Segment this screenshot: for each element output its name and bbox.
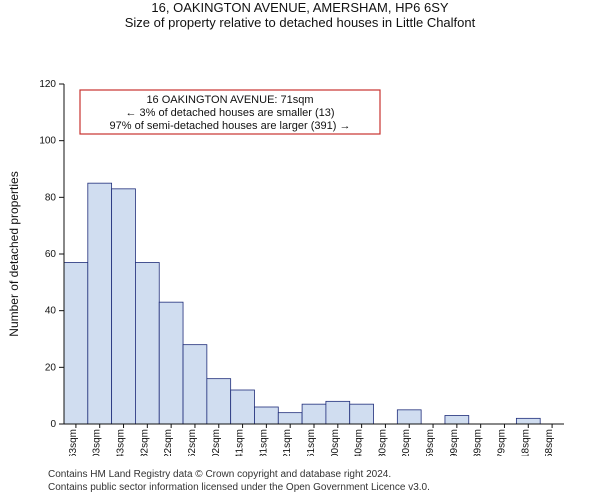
chart-subtitle: Size of property relative to detached ho… (0, 15, 600, 30)
svg-text:461sqm: 461sqm (306, 429, 317, 456)
svg-text:Number of detached properties: Number of detached properties (7, 171, 21, 336)
svg-text:779sqm: 779sqm (496, 429, 507, 456)
chart-svg: 0 20 40 60 80 100 120 63sqm 103sqm 143sqm 182sqm 22… (0, 36, 600, 456)
svg-text:20: 20 (45, 362, 57, 373)
footnote-line-1: Contains HM Land Registry data © Crown c… (48, 468, 430, 481)
svg-text:341sqm: 341sqm (235, 429, 246, 456)
svg-text:60: 60 (45, 249, 57, 260)
svg-text:580sqm: 580sqm (377, 429, 388, 456)
svg-text:540sqm: 540sqm (354, 429, 365, 456)
svg-text:222sqm: 222sqm (163, 429, 174, 456)
svg-text:858sqm: 858sqm (544, 429, 555, 456)
svg-text:739sqm: 739sqm (473, 429, 484, 456)
svg-text:659sqm: 659sqm (425, 429, 436, 456)
svg-text:100: 100 (39, 136, 56, 147)
svg-text:620sqm: 620sqm (401, 429, 412, 456)
svg-text:80: 80 (45, 192, 57, 203)
svg-text:381sqm: 381sqm (258, 429, 269, 456)
svg-text:421sqm: 421sqm (282, 429, 293, 456)
footnote-line-2: Contains public sector information licen… (48, 481, 430, 494)
svg-text:699sqm: 699sqm (449, 429, 460, 456)
footnote: Contains HM Land Registry data © Crown c… (48, 468, 430, 494)
svg-text:63sqm: 63sqm (68, 429, 79, 456)
svg-text:143sqm: 143sqm (116, 429, 127, 456)
svg-text:182sqm: 182sqm (139, 429, 150, 456)
histogram-figure: 16, OAKINGTON AVENUE, AMERSHAM, HP6 6SY … (0, 0, 600, 500)
svg-text:← 3% of detached houses are sm: ← 3% of detached houses are smaller (13) (125, 107, 334, 119)
svg-text:40: 40 (45, 306, 57, 317)
chart-address-title: 16, OAKINGTON AVENUE, AMERSHAM, HP6 6SY (0, 0, 600, 15)
svg-text:97% of semi-detached houses ar: 97% of semi-detached houses are larger (… (110, 120, 351, 132)
svg-text:818sqm: 818sqm (520, 429, 531, 456)
svg-text:120: 120 (39, 79, 56, 90)
svg-text:16 OAKINGTON AVENUE: 71sqm: 16 OAKINGTON AVENUE: 71sqm (146, 94, 313, 106)
svg-text:302sqm: 302sqm (211, 429, 222, 456)
svg-text:500sqm: 500sqm (330, 429, 341, 456)
svg-text:262sqm: 262sqm (187, 429, 198, 456)
svg-text:103sqm: 103sqm (92, 429, 103, 456)
svg-text:0: 0 (50, 419, 56, 430)
